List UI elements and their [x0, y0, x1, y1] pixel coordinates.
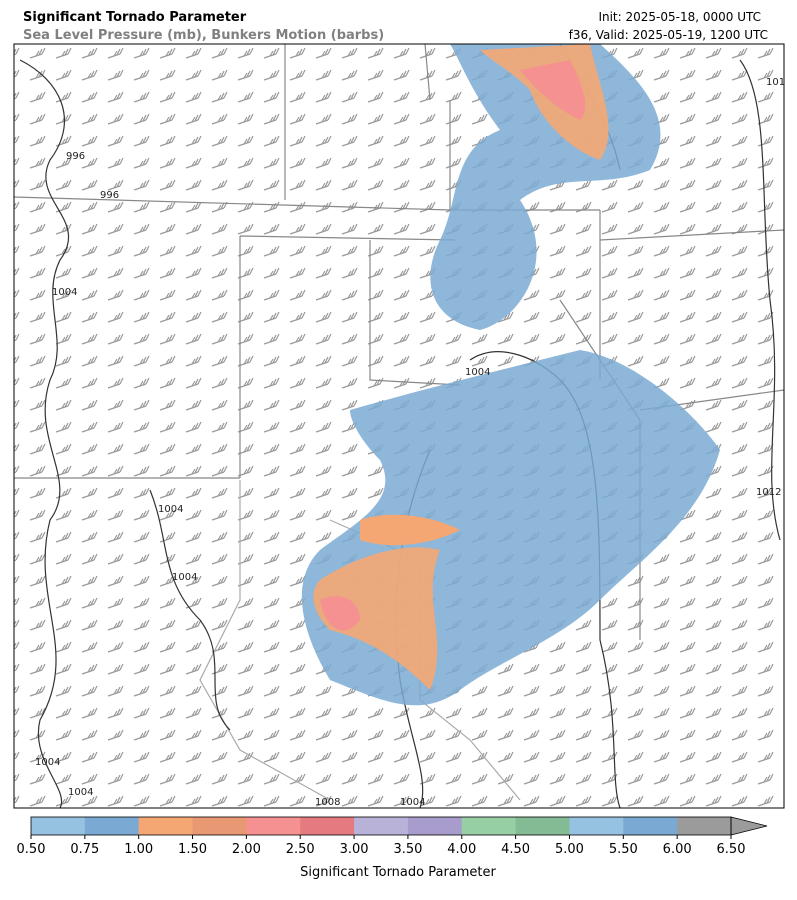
colorbar-tick-label: 1.50 — [178, 842, 207, 857]
colorbar-tick-label: 3.50 — [393, 842, 422, 857]
colorbar-segment — [192, 817, 247, 835]
colorbar-tick-label: 5.50 — [609, 842, 638, 857]
colorbar-segment — [84, 817, 140, 835]
title: Significant Tornado Parameter — [23, 10, 247, 25]
init-time: Init: 2025-05-18, 0000 UTC — [598, 10, 761, 24]
colorbar-tick-label: 0.75 — [70, 842, 99, 857]
colorbar-segment — [623, 817, 678, 835]
contour-label: 1004 — [35, 757, 60, 768]
contour-label: 1004 — [158, 504, 183, 515]
contour-label: 1004 — [400, 797, 425, 808]
colorbar-tick-label: 4.50 — [501, 842, 530, 857]
colorbar-tick-label: 1.00 — [124, 842, 153, 857]
colorbar-tick-label: 2.00 — [232, 842, 261, 857]
contour-label: 1004 — [68, 787, 93, 798]
colorbar-segment — [569, 817, 624, 835]
map: 996 996 1004 1004 1004 1004 1012 1012 10… — [14, 44, 791, 808]
colorbar-tick-label: 6.00 — [663, 842, 692, 857]
contour-label: 1004 — [172, 572, 197, 583]
stp-shading — [301, 44, 720, 706]
contour-label: 1012 — [766, 77, 791, 88]
colorbar-segment — [31, 817, 86, 835]
colorbar-tick-label: 0.50 — [17, 842, 46, 857]
colorbar-segment — [300, 817, 355, 835]
colorbar-tick-label: 3.00 — [340, 842, 369, 857]
colorbar-segment — [354, 817, 409, 835]
contour-label: 1004 — [52, 287, 77, 298]
colorbar-tick-label: 2.50 — [286, 842, 315, 857]
colorbar-segment — [677, 817, 732, 835]
colorbar-outline — [30, 816, 732, 836]
contour-label: 1012 — [756, 487, 781, 498]
colorbar-segment — [246, 817, 301, 835]
contour-label: 1008 — [315, 797, 340, 808]
colorbar-tick-label: 4.00 — [447, 842, 476, 857]
colorbar-label: Significant Tornado Parameter — [300, 865, 496, 880]
colorbar-segment — [138, 817, 194, 835]
subtitle: Sea Level Pressure (mb), Bunkers Motion … — [23, 28, 384, 43]
colorbar-segment — [407, 817, 463, 835]
valid-time: f36, Valid: 2025-05-19, 1200 UTC — [569, 28, 768, 42]
colorbar-segment — [515, 817, 570, 835]
contour-label: 996 — [66, 151, 85, 162]
colorbar-tick-label: 6.50 — [717, 842, 746, 857]
contour-labels: 996 996 1004 1004 1004 1004 1012 1012 10… — [35, 77, 791, 808]
map-frame — [13, 43, 785, 809]
colorbar: 0.50 0.75 1.00 1.50 2.00 2.50 3.00 3.50 4.00 4.50… — [17, 816, 768, 857]
colorbar-extend — [730, 816, 768, 836]
contour-label: 996 — [100, 190, 119, 201]
contour-label: 1004 — [465, 367, 490, 378]
colorbar-segment — [461, 817, 517, 835]
colorbar-tick-label: 5.00 — [555, 842, 584, 857]
